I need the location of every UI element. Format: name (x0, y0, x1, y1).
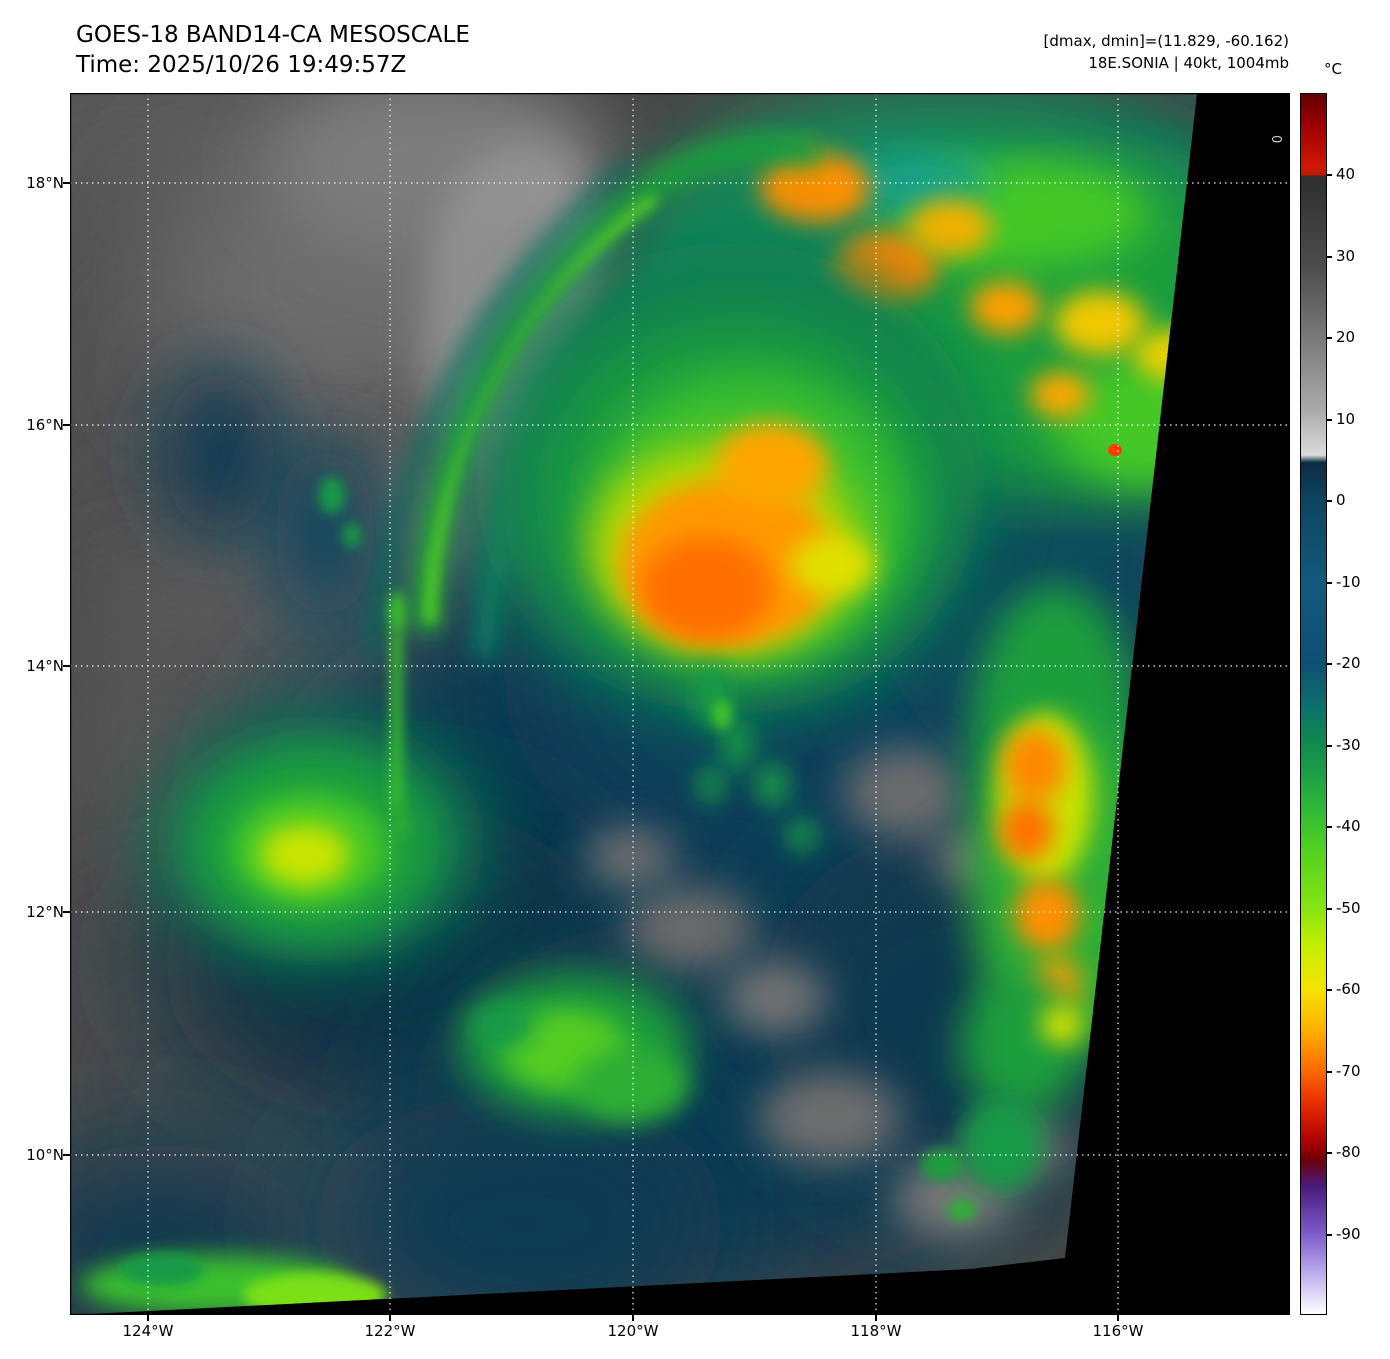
colorbar-tick-label: -30 (1336, 736, 1361, 754)
colorbar-tick (1327, 256, 1332, 258)
satellite-data-region (70, 93, 1197, 1315)
lon-label-116w: 116°W (1092, 1322, 1144, 1340)
colorbar-tick (1327, 745, 1332, 747)
colorbar-tick (1327, 1234, 1332, 1236)
colorbar-tick-label: -70 (1336, 1062, 1361, 1080)
colorbar-tick-label: 0 (1336, 491, 1346, 509)
colorbar-tick-label: 40 (1336, 165, 1356, 183)
colorbar-tick-label: -10 (1336, 573, 1361, 591)
colorbar-tick (1327, 174, 1332, 176)
storm-info: 18E.SONIA | 40kt, 1004mb (1088, 54, 1289, 72)
colorbar-tick (1327, 908, 1332, 910)
colorbar-tick (1327, 826, 1332, 828)
colorbar-tick-label: -40 (1336, 817, 1361, 835)
colorbar-tick (1327, 582, 1332, 584)
grid-lines (70, 93, 1290, 1315)
colorbar-tick (1327, 1152, 1332, 1154)
lat-label-10n: 10°N (26, 1146, 64, 1164)
x-axis-tick (875, 1315, 877, 1321)
page-title: GOES-18 BAND14-CA MESOSCALE (76, 22, 470, 48)
colorbar-tick (1327, 663, 1332, 665)
lon-label-118w: 118°W (850, 1322, 902, 1340)
lon-label-124w: 124°W (122, 1322, 174, 1340)
satellite-image: 0 (70, 93, 1290, 1315)
dmax-dmin-info: [dmax, dmin]=(11.829, -60.162) (1043, 32, 1289, 50)
lon-label-122w: 122°W (364, 1322, 416, 1340)
temperature-colorbar (1300, 93, 1327, 1315)
edge-annotation: 0 (1268, 135, 1283, 143)
map-plot: 0 Copyright © 2020-2025 Dapiya (70, 93, 1290, 1315)
lat-label-14n: 14°N (26, 657, 64, 675)
y-axis-tick (63, 665, 70, 667)
x-axis-tick (147, 1315, 149, 1321)
header-right: [dmax, dmin]=(11.829, -60.162) 18E.SONIA… (1044, 30, 1289, 74)
colorbar-unit-label: °C (1324, 60, 1342, 78)
colorbar-tick-label: -90 (1336, 1225, 1361, 1243)
colorbar-tick (1327, 337, 1332, 339)
colorbar-tick (1327, 989, 1332, 991)
x-axis-tick (389, 1315, 391, 1321)
colorbar-tick-label: -60 (1336, 980, 1361, 998)
colorbar-tick (1327, 500, 1332, 502)
colorbar-tick-label: 10 (1336, 410, 1356, 428)
plot-border (70, 93, 1290, 1315)
y-axis-tick (63, 1154, 70, 1156)
lat-label-16n: 16°N (26, 416, 64, 434)
x-axis-tick (632, 1315, 634, 1321)
y-axis-tick (63, 182, 70, 184)
y-axis-tick (63, 911, 70, 913)
colorbar-tick-label: -50 (1336, 899, 1361, 917)
lat-label-18n: 18°N (26, 174, 64, 192)
colorbar-tick-label: 20 (1336, 328, 1356, 346)
colorbar-tick (1327, 1071, 1332, 1073)
lat-label-12n: 12°N (26, 903, 64, 921)
lon-label-120w: 120°W (607, 1322, 659, 1340)
timestamp: Time: 2025/10/26 19:49:57Z (76, 52, 407, 78)
colorbar-tick-label: -80 (1336, 1143, 1361, 1161)
y-axis-tick (63, 424, 70, 426)
colorbar-tick-label: 30 (1336, 247, 1356, 265)
colorbar-tick (1327, 419, 1332, 421)
x-axis-tick (1117, 1315, 1119, 1321)
colorbar-tick-label: -20 (1336, 654, 1361, 672)
